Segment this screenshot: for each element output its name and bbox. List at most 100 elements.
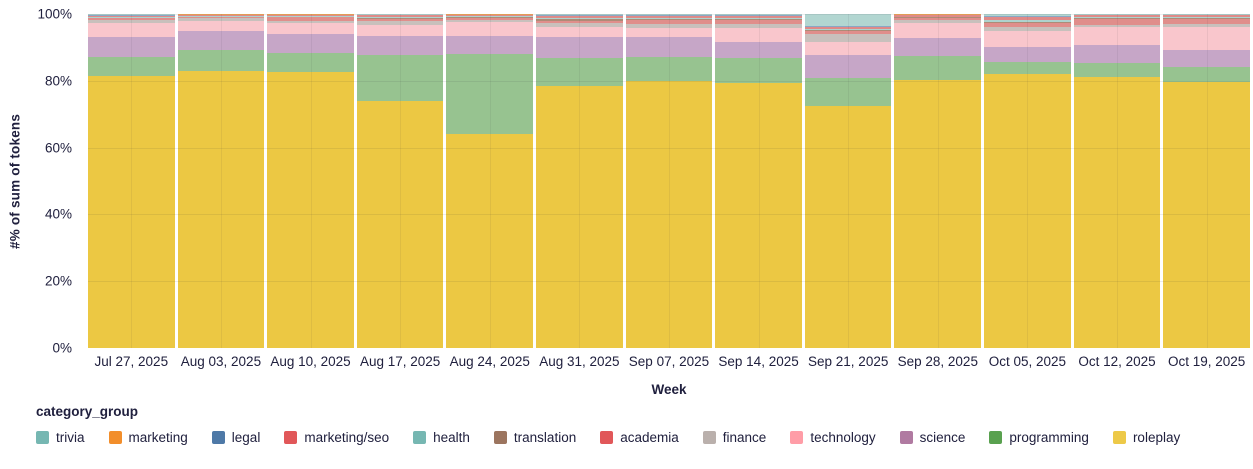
bar-segment-technology[interactable] <box>804 42 892 56</box>
bar-segment-programming[interactable] <box>536 58 623 86</box>
bar-segment-roleplay[interactable] <box>984 74 1071 348</box>
bar-segment-translation[interactable] <box>1073 18 1161 20</box>
bar-segment-science[interactable] <box>894 37 982 57</box>
bar-segment-academia[interactable] <box>894 18 982 21</box>
bar-segment-translation[interactable] <box>804 30 892 32</box>
bar-segment-programming[interactable] <box>356 55 444 101</box>
bar-segment-roleplay[interactable] <box>715 83 802 348</box>
legend-item-programming[interactable]: programming <box>989 430 1089 445</box>
bar-segment-marketing-seo[interactable] <box>1073 15 1161 18</box>
bar-segment-programming[interactable] <box>1073 62 1161 78</box>
legend-item-marketing[interactable]: marketing <box>108 430 188 445</box>
bar-segment-technology[interactable] <box>177 20 265 32</box>
bar-segment-marketing-seo[interactable] <box>267 15 354 17</box>
bar-segment-academia[interactable] <box>267 17 354 21</box>
bar-segment-health[interactable] <box>446 16 534 18</box>
bar-segment-finance[interactable] <box>1163 23 1250 27</box>
bar-segment-trivia[interactable] <box>984 14 1071 16</box>
bar-segment-health[interactable] <box>267 16 354 18</box>
bar-segment-finance[interactable] <box>715 23 802 28</box>
bar-segment-technology[interactable] <box>984 30 1071 47</box>
bar-segment-health[interactable] <box>536 18 623 20</box>
bar-segment-marketing-seo[interactable] <box>536 16 623 19</box>
bar-segment-science[interactable] <box>356 36 444 56</box>
bar-segment-finance[interactable] <box>356 21 444 26</box>
bar-segment-translation[interactable] <box>446 17 534 18</box>
bar-segment-technology[interactable] <box>267 23 354 34</box>
bar-segment-science[interactable] <box>715 41 802 58</box>
bar-segment-roleplay[interactable] <box>356 100 444 348</box>
bar-segment-marketing-seo[interactable] <box>356 15 444 18</box>
bar-segment-trivia[interactable] <box>536 14 623 15</box>
bar-segment-translation[interactable] <box>984 22 1071 24</box>
bar-segment-programming[interactable] <box>1163 67 1250 83</box>
bar-segment-health[interactable] <box>804 29 892 31</box>
bar-segment-programming[interactable] <box>625 56 713 81</box>
bar-segment-science[interactable] <box>177 31 265 51</box>
bar-segment-finance[interactable] <box>625 24 713 29</box>
bar-segment-translation[interactable] <box>894 17 982 19</box>
bar-segment-technology[interactable] <box>715 27 802 42</box>
bar-segment-translation[interactable] <box>625 19 713 21</box>
bar-segment-translation[interactable] <box>356 18 444 19</box>
bar-segment-marketing[interactable] <box>984 15 1071 17</box>
bar-segment-finance[interactable] <box>88 19 175 24</box>
bar-segment-programming[interactable] <box>177 50 265 71</box>
bar-segment-science[interactable] <box>88 37 175 57</box>
bar-segment-technology[interactable] <box>356 25 444 37</box>
bar-segment-academia[interactable] <box>1163 18 1250 24</box>
legend-item-technology[interactable]: technology <box>790 430 876 445</box>
bar-segment-science[interactable] <box>984 46 1071 63</box>
bar-segment-roleplay[interactable] <box>88 75 175 348</box>
bar-segment-programming[interactable] <box>267 53 354 73</box>
bar-segment-technology[interactable] <box>894 23 982 38</box>
bar-segment-marketing-seo[interactable] <box>446 15 534 17</box>
bar-segment-health[interactable] <box>1073 17 1161 19</box>
bar-segment-trivia[interactable] <box>715 14 802 15</box>
bar-segment-health[interactable] <box>625 18 713 20</box>
bar-segment-science[interactable] <box>1073 45 1161 63</box>
bar-segment-finance[interactable] <box>446 19 534 23</box>
bar-segment-marketing-seo[interactable] <box>1163 15 1250 18</box>
bar-segment-health[interactable] <box>894 16 982 18</box>
bar-segment-roleplay[interactable] <box>1073 77 1161 348</box>
bar-segment-programming[interactable] <box>894 56 982 80</box>
bar-segment-technology[interactable] <box>625 28 713 37</box>
legend-item-translation[interactable]: translation <box>493 430 576 445</box>
bar-segment-trivia[interactable] <box>625 14 713 15</box>
bar-segment-legal[interactable] <box>625 15 713 16</box>
legend-item-science[interactable]: science <box>899 430 965 445</box>
bar-segment-marketing-seo[interactable] <box>177 15 265 17</box>
bar-segment-technology[interactable] <box>446 22 534 36</box>
bar-segment-health[interactable] <box>356 17 444 19</box>
bar-segment-programming[interactable] <box>804 78 892 106</box>
bar-segment-academia[interactable] <box>1073 19 1161 25</box>
bar-segment-technology[interactable] <box>88 23 175 38</box>
bar-segment-academia[interactable] <box>356 18 444 22</box>
bar-segment-finance[interactable] <box>267 20 354 24</box>
bar-segment-academia[interactable] <box>804 31 892 34</box>
bar-segment-legal[interactable] <box>984 16 1071 18</box>
bar-segment-translation[interactable] <box>715 18 802 20</box>
bar-segment-trivia[interactable] <box>804 14 892 26</box>
bar-segment-academia[interactable] <box>177 17 265 19</box>
bar-segment-health[interactable] <box>715 17 802 19</box>
bar-segment-science[interactable] <box>1163 50 1250 68</box>
legend-item-health[interactable]: health <box>413 430 470 445</box>
legend-item-academia[interactable]: academia <box>600 430 679 445</box>
bar-segment-roleplay[interactable] <box>1163 82 1250 348</box>
legend-item-finance[interactable]: finance <box>702 430 766 445</box>
bar-segment-legal[interactable] <box>804 26 892 27</box>
bar-segment-trivia[interactable] <box>1073 14 1161 15</box>
bar-segment-finance[interactable] <box>536 23 623 27</box>
bar-segment-programming[interactable] <box>715 57 802 84</box>
bar-segment-health[interactable] <box>1163 17 1250 18</box>
bar-segment-technology[interactable] <box>1073 27 1161 46</box>
bar-segment-health[interactable] <box>177 16 265 17</box>
bar-segment-finance[interactable] <box>177 18 265 21</box>
bar-segment-science[interactable] <box>625 36 713 57</box>
bar-segment-academia[interactable] <box>88 18 175 20</box>
bar-segment-health[interactable] <box>984 19 1071 23</box>
bar-segment-technology[interactable] <box>536 26 623 38</box>
legend-item-marketing-seo[interactable]: marketing/seo <box>284 430 389 445</box>
